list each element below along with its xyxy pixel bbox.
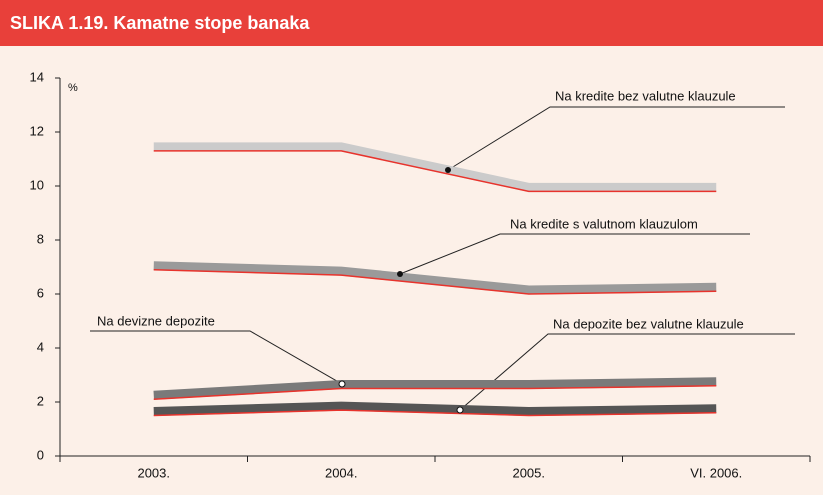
y-tick-label: 2 <box>37 393 44 408</box>
leader <box>90 330 343 385</box>
y-tick-label: 14 <box>30 69 44 84</box>
annotation: Na kredite s valutnom klauzulom <box>510 216 698 231</box>
y-axis-label: % <box>68 82 78 94</box>
series-shadow <box>153 401 717 417</box>
x-tick-label: 2005. <box>512 465 545 480</box>
dot <box>338 380 346 388</box>
x-tick-label: 2004. <box>325 465 358 480</box>
y-tick-label: 12 <box>30 123 44 138</box>
x-tick-label: 2003. <box>137 465 170 480</box>
series-line <box>153 409 717 417</box>
series-line <box>153 268 717 295</box>
series-shadow <box>153 142 717 192</box>
annotation: Na kredite bez valutne klauzule <box>555 88 736 103</box>
series-line <box>153 385 717 401</box>
chart-title: SLIKA 1.19. Kamatne stope banaka <box>10 13 310 33</box>
y-tick-label: 8 <box>37 231 44 246</box>
x-tick-label: VI. 2006. <box>690 465 742 480</box>
annotation: Na depozite bez valutne klauzule <box>553 316 744 331</box>
y-tick-label: 6 <box>37 285 44 300</box>
leader <box>399 233 750 275</box>
y-tick-label: 4 <box>37 339 44 354</box>
annotation-lines <box>90 106 795 411</box>
leader <box>447 106 785 171</box>
y-tick-label: 0 <box>37 447 44 462</box>
annotation: Na devizne depozite <box>97 313 215 328</box>
dot <box>445 167 451 173</box>
series-line <box>153 150 717 193</box>
y-tick-label: 10 <box>30 177 44 192</box>
dot <box>456 406 464 414</box>
dot <box>397 271 403 277</box>
series-shadow <box>153 261 717 295</box>
series-shadow <box>153 377 717 400</box>
header <box>0 0 823 46</box>
